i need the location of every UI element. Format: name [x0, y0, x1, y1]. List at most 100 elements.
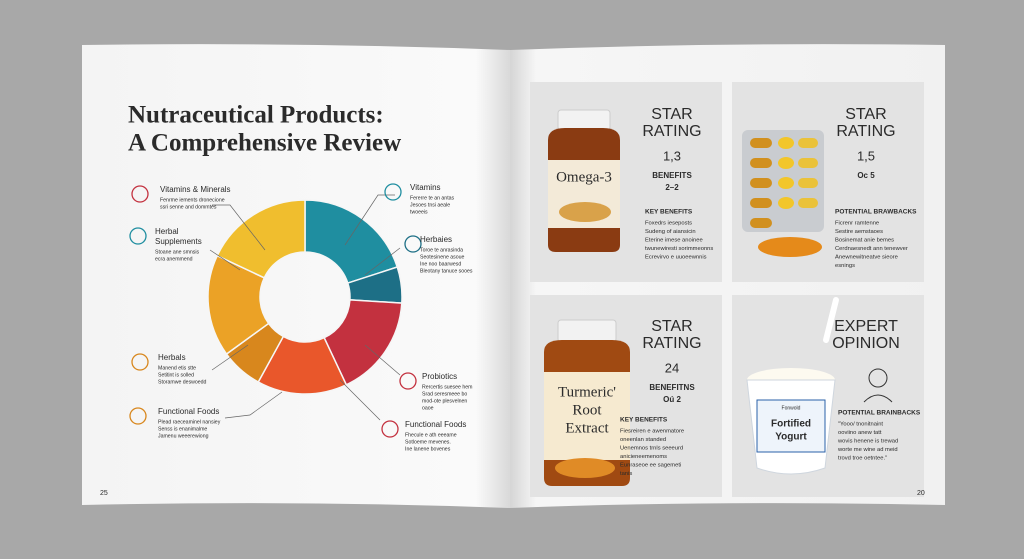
callout-icon	[131, 185, 149, 203]
callout-text: oaoe	[422, 405, 434, 411]
panel-text: tanis	[620, 471, 632, 477]
callout-label: Functional Foods	[158, 407, 219, 416]
product-label: Omega-3	[556, 169, 612, 185]
left-page	[82, 44, 510, 508]
panel-heading: RATING	[642, 335, 701, 352]
panel-text: trovd troe oetntee."	[838, 456, 887, 462]
section-heading: KEY BENEFITS	[645, 209, 693, 216]
panel-text: Uenemnos trnls seeeurd	[620, 446, 683, 452]
product-label: Turmeric'	[558, 384, 616, 400]
callout-text: Senss is enanimalme	[158, 426, 207, 432]
callout-text: Stoane ane smnsis	[155, 249, 200, 255]
callout-text: Seotesinene asoue	[420, 254, 465, 260]
panel-text: worte me wine ad meid	[837, 447, 898, 453]
yogurt-cup	[746, 297, 893, 475]
panel-text: Bosinemat anie bemes	[835, 238, 894, 244]
leader-lines	[209, 194, 401, 421]
panel-heading: STAR	[651, 318, 692, 335]
product-label: Root	[572, 402, 602, 418]
callout-text: Jamenu weeerewiong	[158, 433, 209, 439]
donut-chart	[207, 199, 403, 395]
callout-text: Fhecule e ath eeeame	[405, 432, 457, 438]
callout-text: Fenrme iements dronecione	[160, 197, 225, 203]
panel-text: Sestire aemstaoes	[835, 229, 883, 235]
donut-segment	[216, 199, 306, 279]
capsule-blister	[742, 130, 824, 257]
panel-sub: Oú 2	[663, 395, 681, 404]
callout-text: Sotloeme mevenes.	[405, 439, 451, 445]
callout-icon	[399, 372, 417, 390]
callout-text: Rercertis suesee hem	[422, 384, 472, 390]
panel-text: anicieneemenoms	[620, 454, 667, 460]
panel-heading: STAR	[651, 106, 692, 123]
section-heading: POTENTIAL BRAWBACKS	[835, 209, 917, 216]
panel-text: oneenlan standed	[620, 437, 666, 443]
panel-text: ooviino anew tatt	[838, 430, 882, 436]
panel-text: Anewnewitneatve sieore	[835, 255, 898, 261]
callout-icon	[381, 420, 399, 438]
panel-text: Cerdnaesnedt ann tenewver	[835, 246, 908, 252]
callout-icon	[384, 183, 402, 201]
callout-text: mod-ote plesvelnen	[422, 398, 467, 404]
callout-text: ecra anemmend	[155, 256, 193, 262]
panel-sub: Oc 5	[857, 171, 875, 180]
callout-label: Vitamins	[410, 183, 441, 192]
omega-bottle	[548, 109, 620, 252]
rating: 24	[665, 360, 679, 375]
panel-text: Sudeng of aiansicin	[645, 229, 696, 235]
page-number: 25	[100, 490, 108, 497]
callout-text: Manend etis stte	[158, 365, 196, 371]
callout-text: Jesoes tnsi aeale	[410, 202, 450, 208]
callout-icon	[131, 353, 149, 371]
panel-sub: 2–2	[665, 183, 679, 192]
section-heading: KEY BENEFITS	[620, 417, 668, 424]
panel-text: twunewiresti sorimmeonns	[645, 246, 713, 252]
rating: 1,5	[857, 148, 875, 163]
rating: 1,3	[663, 148, 681, 163]
callout-label: Probiotics	[422, 372, 457, 381]
callout-text: Toroe te anrasinda	[420, 247, 463, 253]
callout-label: Functional Foods	[405, 420, 466, 429]
product-label: Yogurt	[775, 432, 807, 443]
panel-heading: RATING	[642, 123, 701, 140]
panel-heading: STAR	[845, 106, 886, 123]
turmeric-bottle	[544, 319, 630, 486]
callout-icon	[129, 407, 147, 425]
callout-label: Herbaies	[420, 235, 452, 244]
callout-label: Herbal Supplements	[155, 227, 202, 246]
panel-text: esnings	[835, 263, 855, 269]
panel-text: Ecrevirvo e uuoeewnnis	[645, 255, 707, 261]
panel-text: Ficrenr ramtenne	[835, 221, 879, 227]
product-labels: Omega-3 Turmeric' Root Extract Fonwold F…	[556, 169, 811, 442]
section-heading: POTENTIAL BRAINBACKS	[838, 410, 921, 417]
callout-text: twoeeis	[410, 209, 428, 215]
callout-text: Ine noo baarwesd	[420, 261, 461, 267]
callout-label: Herbals	[158, 353, 186, 362]
callout-icon	[129, 227, 147, 245]
panel-text: Foxedrs ieseposts	[645, 221, 692, 227]
panel-text: Eterine imese anoinee	[645, 238, 703, 244]
panel-text: Fiesreiren e awenmatore	[620, 429, 684, 435]
callout-text: Bleotany tanuce sooes	[420, 268, 473, 274]
title-line: A Comprehensive Review	[128, 130, 401, 157]
panel-sub: BENEFITS	[652, 171, 692, 180]
page-number: 20	[917, 490, 925, 497]
callout-text: Srad seresmeee bo	[422, 391, 467, 397]
callout-label: Vitamins & Minerals	[160, 185, 231, 194]
product-label: Fortified	[771, 419, 811, 430]
product-label: Extract	[565, 420, 609, 436]
panel-heading: OPINION	[832, 335, 900, 352]
panel-sub: BENEFITNS	[649, 383, 695, 392]
panel-heading: RATING	[836, 123, 895, 140]
callout-text: ssri senne and dommtes	[160, 204, 217, 210]
callout-text: Setitint is solled	[158, 372, 194, 378]
title-line: Nutraceutical Products:	[128, 102, 384, 129]
panel-text: wovis henene is trewad	[837, 439, 898, 445]
callout-text: Plead raeceaminel nansiey	[158, 419, 221, 425]
panel-text: "Yooo/ tnonitnaint	[838, 422, 883, 428]
callout-text: Fererre te an antas	[410, 195, 455, 201]
callout-text: Ine lanene bovenes	[405, 446, 451, 452]
panel-text: Eunraseoe ee sagemeti	[620, 463, 681, 469]
